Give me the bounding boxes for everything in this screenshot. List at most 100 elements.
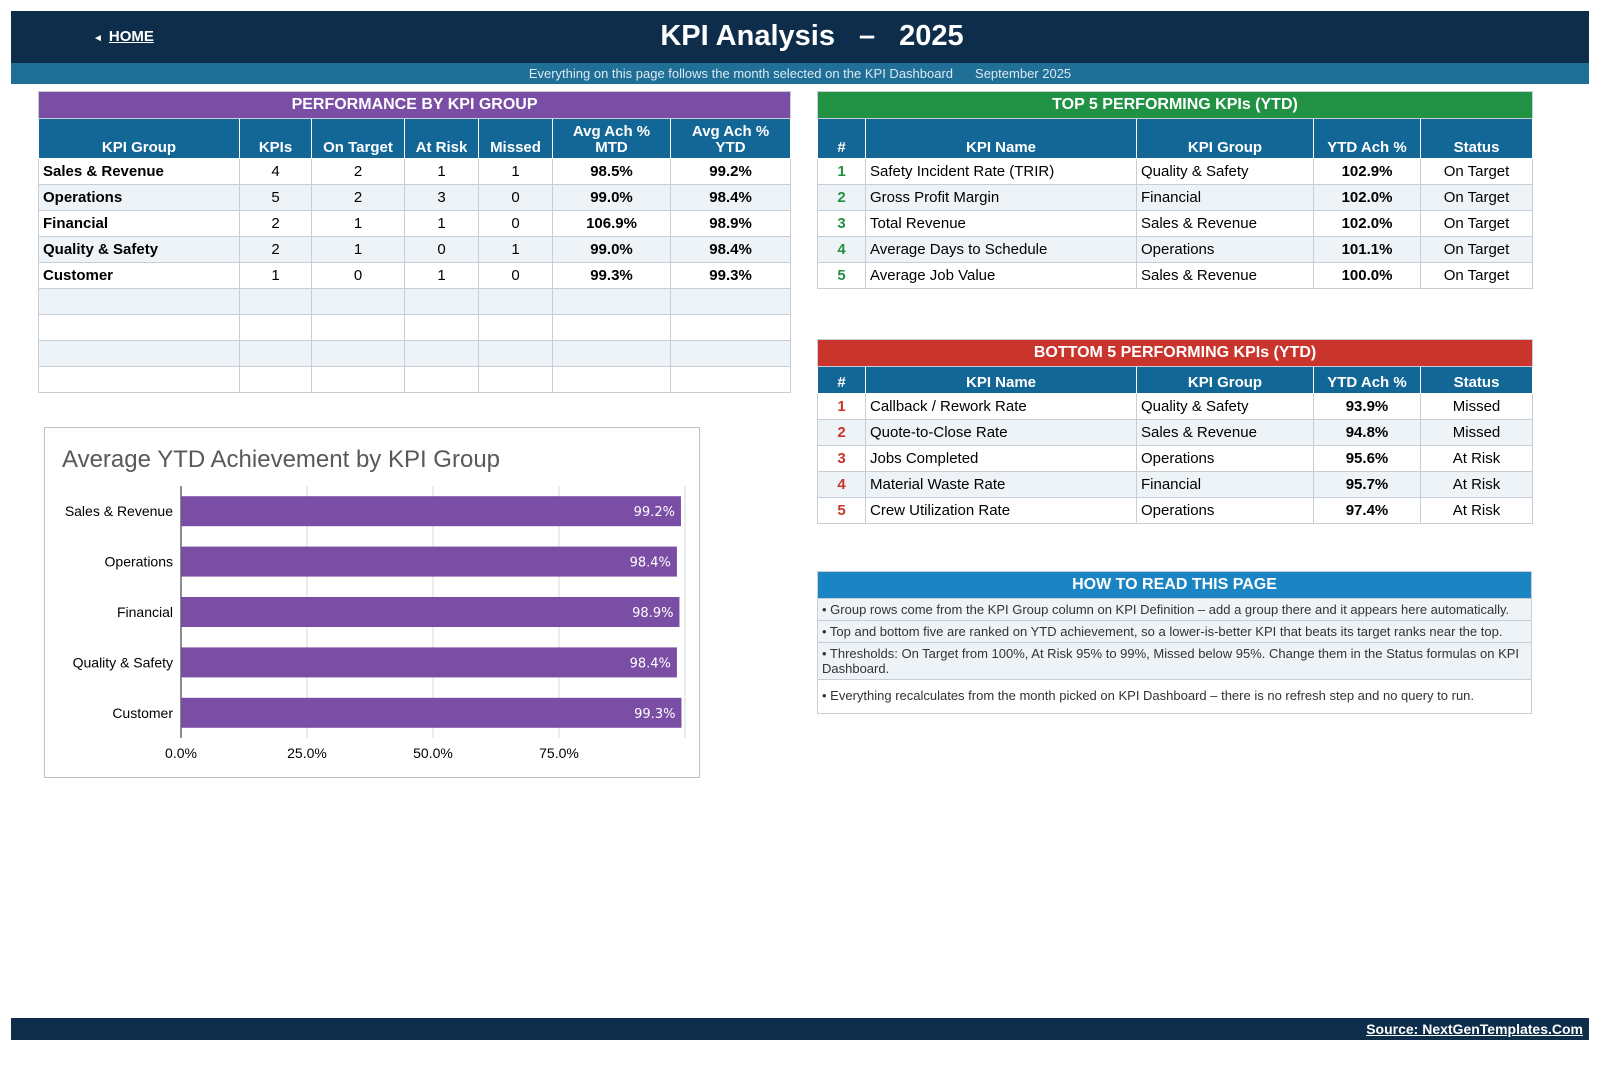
home-label: HOME	[108, 28, 154, 45]
status-cell: On Target	[1419, 236, 1534, 263]
on-target-cell: 0	[311, 262, 405, 289]
category-label: Sales & Revenue	[65, 503, 173, 519]
empty-cell	[239, 314, 312, 341]
table-row: 5 Average Job Value Sales & Revenue 100.0% O…	[817, 262, 1534, 289]
kpi-group-cell: Sales & Revenue	[1136, 210, 1314, 237]
table-row: Quality & Safety 2 1 0 1 99.0% 98.4%	[38, 236, 792, 263]
empty-cell	[38, 340, 240, 367]
empty-cell	[311, 314, 405, 341]
empty-cell	[669, 314, 792, 341]
empty-row	[38, 314, 792, 341]
at-risk-cell: 0	[404, 236, 479, 263]
top5-title: TOP 5 PERFORMING KPIs (YTD)	[816, 91, 1534, 119]
empty-cell	[38, 366, 240, 393]
avg-ytd-cell: 98.4%	[669, 184, 792, 211]
howto-item: • Thresholds: On Target from 100%, At Ri…	[818, 642, 1531, 679]
empty-row	[38, 366, 792, 393]
howto-item: • Everything recalculates from the month…	[818, 679, 1531, 713]
table-row: 4 Material Waste Rate Financial 95.7% At Ris…	[817, 471, 1534, 498]
ytd-ach-cell: 95.7%	[1313, 471, 1421, 498]
bottom5-table: BOTTOM 5 PERFORMING KPIs (YTD) # KPI Nam…	[816, 339, 1534, 524]
empty-cell	[38, 288, 240, 315]
at-risk-cell: 3	[404, 184, 479, 211]
avg-ytd-cell: 98.4%	[669, 236, 792, 263]
col-header-status: Status	[1419, 366, 1534, 394]
col-header-rank: #	[817, 366, 866, 394]
chart-bar	[181, 496, 681, 527]
kpi-group-cell: Sales & Revenue	[1136, 419, 1314, 446]
kpi-group-cell: Financial	[38, 210, 240, 237]
avg-mtd-cell: 99.0%	[552, 184, 671, 211]
col-header-ytd-ach: YTD Ach %	[1313, 366, 1421, 394]
kpi-name-cell: Quote-to-Close Rate	[865, 419, 1137, 446]
empty-row	[38, 288, 792, 315]
kpi-group-cell: Operations	[1136, 236, 1314, 263]
col-header-kpi-name: KPI Name	[865, 366, 1137, 394]
ytd-ach-cell: 97.4%	[1313, 497, 1421, 524]
empty-cell	[669, 340, 792, 367]
col-header-missed: Missed	[478, 118, 553, 159]
avg-mtd-cell: 106.9%	[552, 210, 671, 237]
title-year: 2025	[899, 20, 964, 52]
rank-cell: 1	[817, 393, 866, 420]
chart-bar	[181, 597, 680, 627]
rank-cell: 1	[817, 158, 866, 185]
header-bar: ◄ HOME KPI Analysis –2025	[11, 11, 1589, 63]
bottom5-title: BOTTOM 5 PERFORMING KPIs (YTD)	[816, 339, 1534, 367]
data-label: 98.4%	[630, 556, 671, 571]
col-header-kpi-group: KPI Group	[38, 118, 240, 159]
avg-ytd-cell: 99.2%	[669, 158, 792, 185]
on-target-cell: 2	[311, 184, 405, 211]
table-row: Customer 1 0 1 0 99.3% 99.3%	[38, 262, 792, 289]
how-to-read-panel: HOW TO READ THIS PAGE • Group rows come …	[817, 571, 1532, 714]
chart-bar	[181, 647, 677, 678]
status-cell: On Target	[1419, 262, 1534, 289]
status-cell: Missed	[1419, 393, 1534, 420]
kpi-group-cell: Operations	[38, 184, 240, 211]
rank-cell: 4	[817, 236, 866, 263]
empty-cell	[478, 288, 553, 315]
col-header-status: Status	[1419, 118, 1534, 159]
status-cell: On Target	[1419, 158, 1534, 185]
empty-cell	[239, 340, 312, 367]
ytd-achievement-chart[interactable]: 0.0% 25.0% 50.0% 75.0% Sales & Revenue 99.2% O…	[44, 427, 700, 778]
table-row: 2 Quote-to-Close Rate Sales & Revenue 94.8%…	[817, 419, 1534, 446]
page-title: KPI Analysis –2025	[11, 20, 1589, 53]
home-link[interactable]: ◄ HOME	[93, 28, 154, 45]
data-label: 99.2%	[634, 505, 675, 520]
ytd-ach-cell: 95.6%	[1313, 445, 1421, 472]
empty-cell	[404, 288, 479, 315]
performance-table: PERFORMANCE BY KPI GROUP KPI Group KPIs …	[37, 91, 792, 393]
on-target-cell: 1	[311, 210, 405, 237]
kpis-cell: 2	[239, 210, 312, 237]
avg-mtd-cell: 99.3%	[552, 262, 671, 289]
kpis-cell: 1	[239, 262, 312, 289]
kpi-group-cell: Sales & Revenue	[38, 158, 240, 185]
empty-cell	[38, 314, 240, 341]
status-cell: At Risk	[1419, 471, 1534, 498]
missed-cell: 1	[478, 236, 553, 263]
table-row: Sales & Revenue 4 2 1 1 98.5% 99.2%	[38, 158, 792, 185]
kpis-cell: 5	[239, 184, 312, 211]
kpis-cell: 4	[239, 158, 312, 185]
empty-cell	[552, 288, 671, 315]
category-label: Quality & Safety	[73, 654, 173, 670]
avg-ytd-cell: 99.3%	[669, 262, 792, 289]
status-cell: At Risk	[1419, 497, 1534, 524]
empty-cell	[478, 340, 553, 367]
kpi-name-cell: Total Revenue	[865, 210, 1137, 237]
table-row: Financial 2 1 1 0 106.9% 98.9%	[38, 210, 792, 237]
source-link[interactable]: Source: NextGenTemplates.Com	[1366, 1021, 1583, 1037]
table-row: Operations 5 2 3 0 99.0% 98.4%	[38, 184, 792, 211]
kpi-name-cell: Gross Profit Margin	[865, 184, 1137, 211]
data-label: 99.3%	[634, 707, 675, 722]
category-label: Customer	[112, 705, 173, 721]
kpi-group-cell: Quality & Safety	[1136, 158, 1314, 185]
rank-cell: 2	[817, 184, 866, 211]
kpi-name-cell: Callback / Rework Rate	[865, 393, 1137, 420]
kpi-group-cell: Quality & Safety	[38, 236, 240, 263]
rank-cell: 5	[817, 262, 866, 289]
col-header-kpis: KPIs	[239, 118, 312, 159]
col-header-kpi-group: KPI Group	[1136, 366, 1314, 394]
on-target-cell: 2	[311, 158, 405, 185]
